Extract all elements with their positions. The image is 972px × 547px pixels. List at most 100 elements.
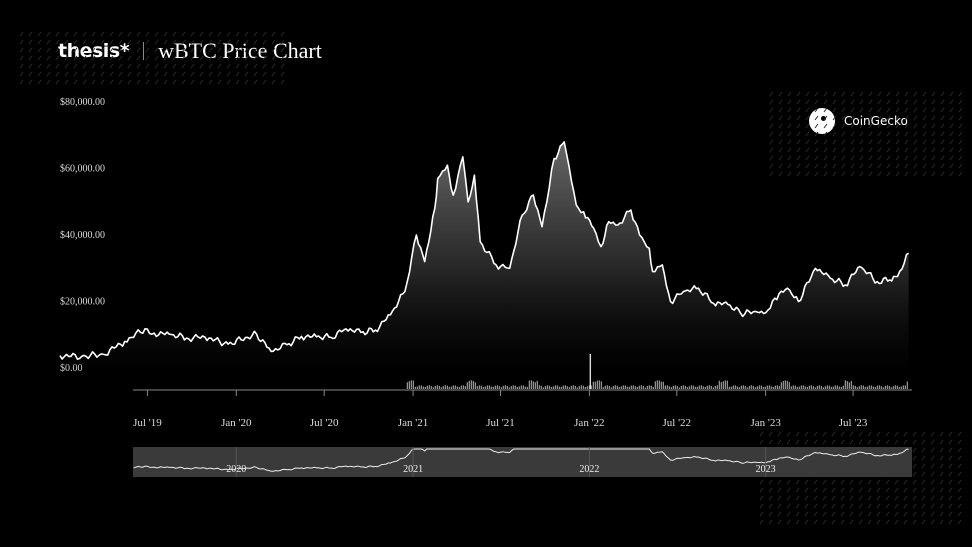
hatch-mark (217, 71, 222, 77)
hatch-mark (280, 31, 285, 37)
hatch-mark (82, 79, 87, 85)
hatch-mark (262, 39, 267, 45)
hatch-mark (957, 447, 962, 453)
hatch-mark (118, 63, 123, 69)
hatch-mark (778, 123, 783, 129)
hatch-mark (895, 171, 900, 177)
hatch-mark (885, 519, 890, 525)
hatch-mark (840, 431, 845, 437)
hatch-mark (831, 495, 836, 501)
hatch-mark (777, 439, 782, 445)
hatch-mark (858, 503, 863, 509)
hatch-mark (894, 503, 899, 509)
source-badge[interactable]: CoinGecko (809, 108, 908, 134)
hatch-mark (885, 479, 890, 485)
hatch-mark (127, 47, 132, 53)
gecko-icon (809, 108, 835, 134)
hatch-mark (903, 479, 908, 485)
hatch-mark (904, 107, 909, 113)
hatch-mark (136, 71, 141, 77)
hatch-mark (922, 91, 927, 97)
hatch-mark (759, 519, 764, 525)
hatch-mark (55, 71, 60, 77)
hatch-mark (787, 123, 792, 129)
hatch-mark (841, 131, 846, 137)
hatch-mark (930, 455, 935, 461)
hatch-mark (850, 163, 855, 169)
hatch-mark (28, 39, 33, 45)
hatch-mark (922, 155, 927, 161)
hatch-mark (921, 479, 926, 485)
hatch-mark (958, 147, 963, 153)
hatch-mark (778, 131, 783, 137)
hatch-mark (154, 71, 159, 77)
hatch-mark (127, 79, 132, 85)
hatch-mark (805, 163, 810, 169)
hatch-mark (795, 519, 800, 525)
hatch-mark (913, 163, 918, 169)
hatch-mark (912, 519, 917, 525)
hatch-mark (19, 47, 24, 53)
hatch-mark (841, 99, 846, 105)
navigator-line (133, 448, 909, 472)
hatch-mark (921, 503, 926, 509)
hatch-mark (894, 479, 899, 485)
hatch-mark (895, 115, 900, 121)
hatch-mark (190, 55, 195, 61)
hatch-mark (804, 495, 809, 501)
hatch-mark (795, 487, 800, 493)
hatch-mark (922, 99, 927, 105)
hatch-mark (912, 471, 917, 477)
navigator-background[interactable] (133, 447, 912, 477)
hatch-mark (886, 123, 891, 129)
hatch-mark (886, 91, 891, 97)
hatch-mark (208, 55, 213, 61)
hatch-mark (913, 155, 918, 161)
hatch-mark (949, 155, 954, 161)
hatch-mark (958, 123, 963, 129)
hatch-mark (145, 31, 150, 37)
hatch-mark (163, 79, 168, 85)
hatch-mark (832, 123, 837, 129)
hatch-mark (91, 63, 96, 69)
hatch-mark (822, 511, 827, 517)
hatch-mark (82, 39, 87, 45)
hatch-mark (64, 31, 69, 37)
hatch-mark (903, 503, 908, 509)
hatch-mark (55, 55, 60, 61)
hatch-mark (787, 107, 792, 113)
hatch-mark (181, 79, 186, 85)
hatch-mark (895, 99, 900, 105)
hatch-mark (768, 495, 773, 501)
hatch-mark (244, 31, 249, 37)
hatch-mark (867, 495, 872, 501)
hatch-mark (163, 47, 168, 53)
hatch-mark (199, 63, 204, 69)
y-axis: $0.00 $20,000.00 $40,000.00 $60,000.00 $80,0… (60, 97, 105, 374)
hatch-mark (841, 107, 846, 113)
hatch-mark (885, 503, 890, 509)
hatch-mark (841, 155, 846, 161)
range-navigator[interactable]: 2020 2021 2022 2023 (133, 447, 912, 477)
hatch-mark (922, 147, 927, 153)
hatch-mark (849, 439, 854, 445)
hatch-mark (912, 479, 917, 485)
hatch-mark (280, 63, 285, 69)
hatch-mark (769, 115, 774, 121)
hatch-mark (271, 71, 276, 77)
hatch-mark (37, 39, 42, 45)
hatch-mark (199, 71, 204, 77)
hatch-mark (957, 463, 962, 469)
hatch-mark (867, 439, 872, 445)
hatch-mark (931, 123, 936, 129)
hatch-mark (163, 39, 168, 45)
hatch-mark (64, 79, 69, 85)
hatch-mark (804, 519, 809, 525)
hatch-mark (931, 155, 936, 161)
hatch-mark (912, 463, 917, 469)
hatch-mark (795, 495, 800, 501)
hatch-mark (894, 519, 899, 525)
hatch-mark (805, 155, 810, 161)
thesis-logo: thesis* (58, 40, 130, 62)
